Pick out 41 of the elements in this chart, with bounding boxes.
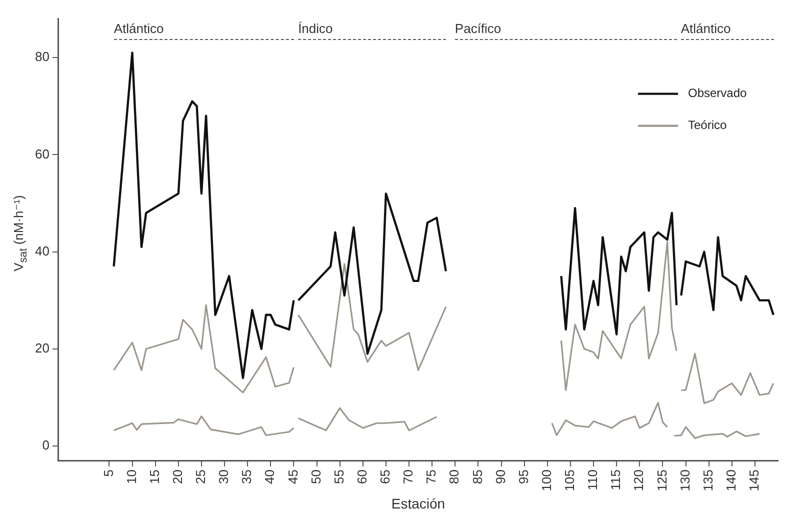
annotation: Pacífico — [454, 20, 502, 37]
x-tick-label: 105 — [562, 470, 578, 492]
x-tick-label: 85 — [470, 470, 485, 484]
x-tick-label: 135 — [700, 470, 716, 492]
x-tick-label: 45 — [285, 470, 300, 484]
x-tick-label: 10 — [124, 470, 139, 484]
x-tick-label: 125 — [654, 470, 670, 492]
x-tick-label: 80 — [446, 470, 462, 484]
x-tick-label: 115 — [608, 470, 624, 490]
x-tick-label: 20 — [170, 470, 185, 484]
x-tick-label: 65 — [378, 470, 393, 484]
x-tick-label: 145 — [746, 470, 762, 492]
x-tick-label: 90 — [492, 470, 508, 484]
y-tick-label: 40 — [34, 243, 50, 258]
annotation: Índico — [298, 20, 333, 37]
x-tick-label: 5 — [100, 470, 116, 477]
x-tick-label: 30 — [216, 470, 232, 484]
x-tick-label: 50 — [308, 470, 324, 484]
x-tick-label: 60 — [354, 470, 370, 484]
y-tick-label: 80 — [34, 49, 50, 64]
annotation: Atlántico — [680, 20, 731, 37]
x-tick-label: 35 — [239, 470, 254, 484]
annotation: Atlántico — [114, 20, 164, 37]
x-tick-label: 75 — [424, 470, 439, 484]
x-tick-label: 70 — [400, 470, 416, 484]
x-tick-label: 25 — [193, 470, 208, 484]
x-tick-label: 140 — [723, 470, 738, 492]
y-tick-label: 0 — [42, 438, 50, 453]
x-tick-label: 100 — [538, 470, 554, 492]
legend-label: Observado — [688, 86, 748, 100]
x-tick-label: 130 — [677, 470, 692, 492]
x-tick-label: 15 — [146, 470, 162, 484]
y-tick-label: 20 — [34, 340, 50, 356]
x-tick-label: 120 — [631, 470, 646, 492]
x-tick-label: 40 — [262, 470, 278, 484]
legend-label: Teórico — [688, 118, 728, 132]
x-tick-label: 110 — [585, 470, 600, 490]
x-tick-label: 55 — [331, 470, 346, 484]
y-tick-label: 60 — [34, 146, 50, 162]
x-tick-label: 95 — [516, 470, 531, 484]
x-axis-title: Estación — [391, 495, 446, 512]
